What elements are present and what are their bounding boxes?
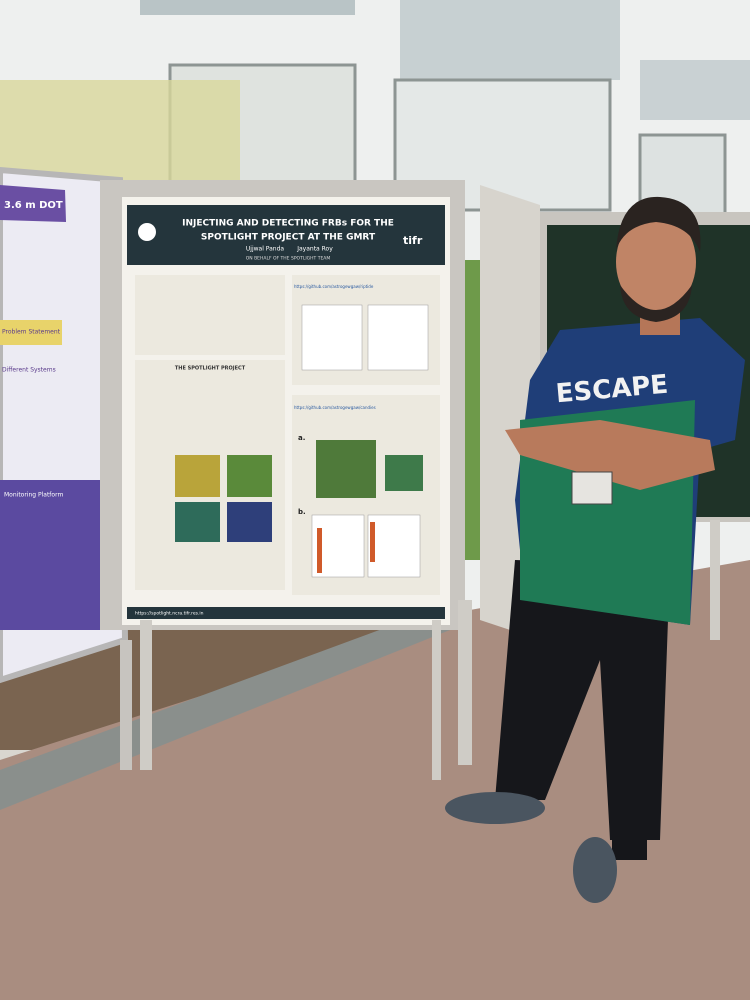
badge (571, 471, 613, 505)
stand-leg (432, 620, 441, 780)
shoe (445, 792, 545, 824)
stand-leg (710, 520, 720, 640)
beard (620, 285, 692, 322)
poster-title: INJECTING AND DETECTING FRBs FOR THE (182, 219, 394, 229)
panel-label: b. (298, 508, 306, 516)
hair (616, 196, 701, 252)
poster-section (135, 275, 285, 355)
poster-footer (127, 607, 445, 619)
affiliation: ON BEHALF OF THE SPOTLIGHT TEAM (246, 256, 331, 262)
link: https://github.com/astrogewgaw/candies (294, 405, 376, 410)
plot (316, 440, 376, 498)
section-heading: Monitoring Platform (4, 492, 63, 499)
author: Jayanta Roy (296, 246, 333, 253)
section-band (0, 480, 112, 630)
arms (505, 420, 715, 490)
plot (175, 502, 220, 542)
left-poster-header (0, 185, 66, 222)
drain-grate (0, 615, 450, 810)
window (400, 0, 620, 80)
panel-label: a. (298, 434, 305, 442)
section-heading: Problem Statement (2, 329, 61, 336)
stand-leg (120, 640, 132, 770)
window (640, 60, 750, 120)
plot (385, 455, 423, 491)
plot (367, 304, 429, 371)
shoe (573, 837, 617, 903)
trees (0, 80, 240, 180)
plot-bar (317, 528, 322, 573)
left-poster-title: 3.6 m DOT (4, 200, 63, 211)
footer-url: https://spotlight.ncra.tifr.res.in (135, 611, 204, 617)
pants (495, 560, 670, 840)
logo: tifr (403, 234, 423, 247)
plot (227, 502, 272, 542)
logo-icon (138, 223, 156, 241)
plot (175, 455, 220, 497)
stand-leg (458, 600, 472, 765)
plot-bar (370, 522, 375, 562)
plot (301, 304, 363, 371)
plot (227, 455, 272, 497)
poster-title: SPOTLIGHT PROJECT AT THE GMRT (201, 233, 376, 243)
poster-header (127, 205, 445, 265)
window (140, 0, 355, 15)
face (616, 212, 696, 312)
link: https://github.com/astrogewgaw/riptide (294, 284, 374, 289)
section-band (0, 320, 62, 345)
plot (367, 514, 421, 578)
section-heading: THE SPOTLIGHT PROJECT (175, 366, 246, 372)
stand-leg (140, 620, 152, 770)
author: Ujjwal Panda (246, 246, 285, 253)
section-heading: Different Systems (2, 367, 56, 374)
